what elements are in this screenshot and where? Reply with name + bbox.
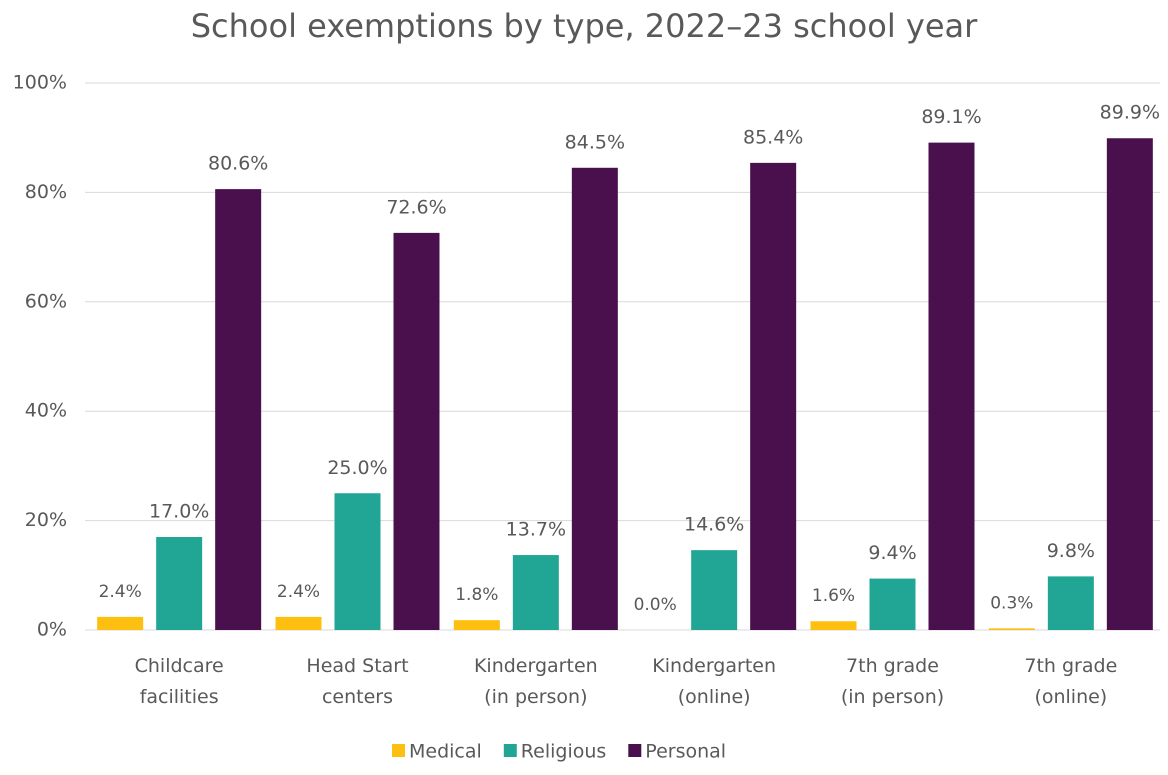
x-tick-label-line: (in person) (484, 686, 587, 708)
value-label: 1.8% (455, 585, 498, 605)
value-label: 9.4% (868, 542, 916, 564)
x-tick-label-line: Head Start (306, 655, 408, 677)
value-label: 84.5% (565, 131, 625, 153)
value-label: 9.8% (1047, 540, 1095, 562)
legend-swatch (392, 744, 405, 757)
x-tick-label-line: (in person) (841, 686, 944, 708)
bar (453, 620, 500, 630)
value-label: 1.6% (812, 586, 855, 606)
value-label: 25.0% (327, 457, 387, 479)
x-tick-label-line: (online) (678, 686, 751, 708)
bar (275, 616, 322, 630)
y-tick-label: 40% (25, 400, 67, 422)
value-label: 0.0% (634, 595, 677, 615)
x-tick-label: Childcare facilities (135, 655, 224, 708)
y-tick-label: 80% (25, 181, 67, 203)
value-label: 89.1% (921, 106, 981, 128)
legend-label: Medical (409, 741, 482, 763)
value-label: 80.6% (208, 153, 268, 175)
x-tick-label: Kindergarten (in person) (474, 655, 598, 708)
bar (988, 628, 1035, 630)
bar (512, 555, 559, 630)
value-label: 89.9% (1100, 102, 1160, 124)
chart-title: School exemptions by type, 2022–23 schoo… (191, 7, 978, 45)
bar (928, 142, 975, 631)
y-tick-label: 60% (25, 290, 67, 312)
x-tick-label: 7th grade (online) (1024, 655, 1117, 708)
bar (869, 578, 916, 630)
legend-swatch (628, 744, 642, 757)
x-tick-label-line: Childcare (135, 655, 224, 677)
bar (334, 493, 381, 630)
bar (810, 621, 857, 630)
bar (571, 167, 618, 630)
x-tick-label-line: centers (322, 686, 393, 708)
x-tick-label-line: (online) (1034, 686, 1107, 708)
x-tick-label-line: 7th grade (846, 655, 939, 677)
x-tick-label-line: facilities (140, 686, 219, 708)
bar (750, 162, 797, 630)
y-tick-label: 100% (13, 72, 67, 94)
x-tick-label: Head Start centers (306, 655, 408, 708)
legend-label: Religious (521, 741, 607, 763)
legend-swatch (503, 744, 517, 757)
value-label: 0.3% (990, 593, 1033, 613)
x-tick-label-line: 7th grade (1024, 655, 1117, 677)
bar (215, 189, 262, 631)
y-tick-label: 0% (37, 619, 67, 641)
bar (393, 232, 440, 631)
bar (156, 537, 203, 630)
value-label: 14.6% (684, 514, 744, 536)
bar (1106, 138, 1153, 630)
bar (1047, 576, 1094, 630)
bar (691, 550, 738, 630)
y-tick-label: 20% (25, 509, 67, 531)
value-label: 72.6% (386, 196, 446, 218)
value-label: 85.4% (743, 126, 803, 148)
legend-label: Personal (645, 741, 726, 763)
bar (97, 616, 144, 630)
x-tick-label: 7th grade (in person) (841, 655, 944, 708)
value-label: 13.7% (506, 519, 566, 541)
value-label: 2.4% (277, 582, 320, 602)
x-tick-label-line: Kindergarten (652, 655, 776, 677)
value-label: 2.4% (99, 582, 142, 602)
x-tick-label: Kindergarten (online) (652, 655, 776, 708)
value-label: 17.0% (149, 501, 209, 523)
x-tick-label-line: Kindergarten (474, 655, 598, 677)
